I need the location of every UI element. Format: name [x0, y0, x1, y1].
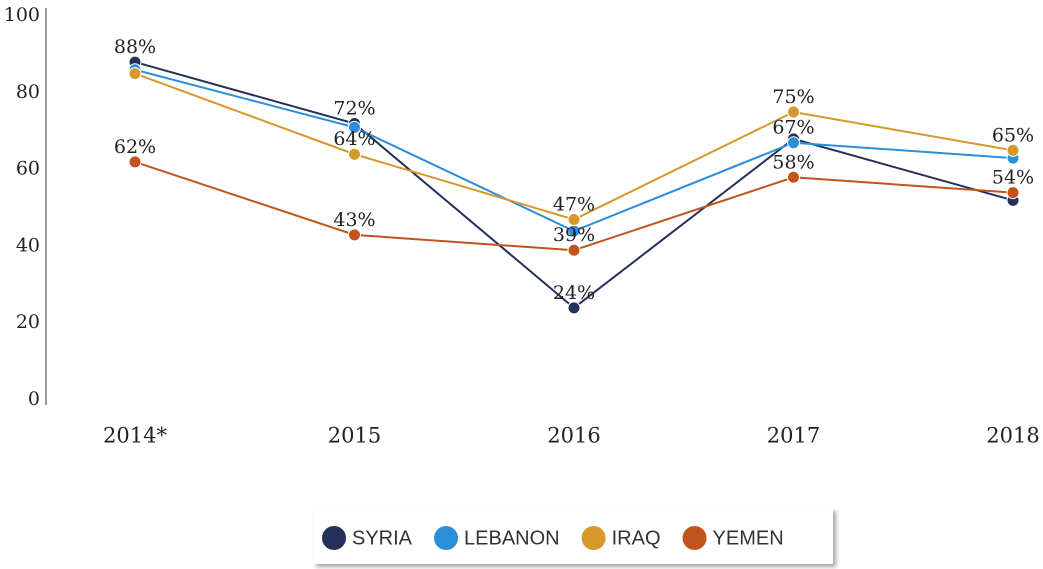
data-label: 72%: [333, 98, 375, 120]
x-tick-label: 2017: [767, 424, 820, 448]
x-tick-label: 2018: [986, 424, 1039, 448]
data-point: [348, 147, 361, 161]
x-tick-label: 2014*: [103, 424, 167, 448]
data-label: 88%: [114, 36, 156, 58]
y-tick-label: 0: [28, 388, 40, 410]
data-point: [1006, 186, 1020, 200]
data-label: 24%: [553, 282, 595, 304]
data-label: 58%: [772, 151, 814, 173]
data-label: 65%: [992, 124, 1034, 146]
data-point: [567, 213, 581, 227]
data-label: 64%: [333, 128, 375, 150]
legend-label: LEBANON: [464, 527, 560, 549]
legend-label: YEMEN: [713, 527, 784, 549]
data-point: [787, 105, 800, 119]
y-tick-label: 20: [16, 311, 40, 333]
data-label: 47%: [553, 194, 595, 216]
legend-box: [313, 508, 833, 564]
legend-label: SYRIA: [352, 527, 413, 549]
y-tick-label: 100: [4, 4, 40, 26]
data-label: 75%: [772, 86, 814, 108]
data-label: 62%: [114, 136, 156, 158]
data-label: 43%: [333, 209, 375, 231]
x-tick-label: 2015: [328, 424, 381, 448]
data-label: 54%: [992, 167, 1034, 189]
data-point: [1006, 143, 1020, 157]
legend-swatch: [322, 526, 346, 550]
data-point: [787, 170, 800, 184]
data-point: [787, 136, 800, 150]
y-tick-label: 60: [16, 158, 40, 180]
y-tick-label: 40: [16, 234, 40, 256]
legend-swatch: [581, 526, 606, 550]
data-point: [348, 228, 361, 242]
data-point: [567, 243, 581, 257]
y-tick-label: 80: [16, 81, 40, 103]
x-tick-label: 2016: [547, 424, 600, 448]
data-label: 39%: [553, 224, 595, 246]
legend-swatch: [434, 526, 459, 550]
data-point: [128, 155, 142, 169]
data-point: [128, 67, 142, 81]
data-point: [348, 120, 361, 134]
series-line: [134, 61, 1014, 310]
data-point: [567, 301, 581, 315]
legend-label: IRAQ: [612, 527, 661, 549]
legend-swatch: [682, 526, 707, 550]
data-label: 67%: [772, 117, 814, 139]
